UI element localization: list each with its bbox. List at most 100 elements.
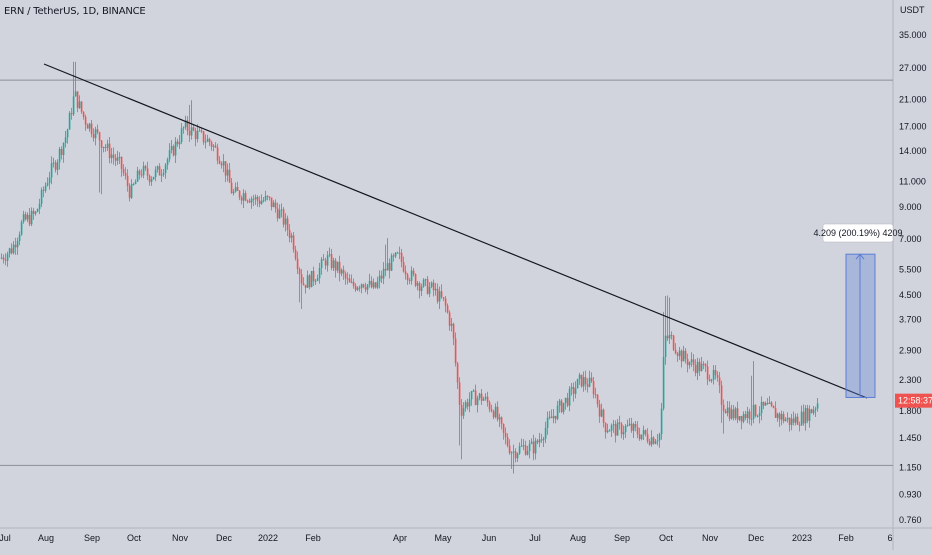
candle-body xyxy=(804,408,807,424)
candle-body xyxy=(234,187,237,192)
candle-body xyxy=(410,270,413,281)
candle-body xyxy=(716,375,719,378)
candle-body xyxy=(776,413,779,418)
candle-body xyxy=(430,282,433,287)
candle-body xyxy=(720,385,723,405)
candle-body xyxy=(392,255,395,257)
candle-body xyxy=(380,275,383,279)
candle-body xyxy=(508,445,511,454)
candle-body xyxy=(684,350,687,360)
candle-body xyxy=(708,379,711,381)
candle-body xyxy=(42,189,45,191)
candle-body xyxy=(762,401,765,406)
candle-body xyxy=(60,148,63,155)
candle-body xyxy=(760,401,763,414)
candle-body xyxy=(330,254,333,268)
candle-body xyxy=(692,359,695,365)
candle-body xyxy=(458,382,461,405)
candle-body xyxy=(748,411,751,419)
candle-body xyxy=(250,198,253,203)
candle-body xyxy=(10,248,13,254)
candle-body xyxy=(500,417,503,424)
candle-body xyxy=(614,424,617,436)
candle-body xyxy=(584,377,587,385)
candle-body xyxy=(426,279,429,294)
candle-body xyxy=(8,248,11,254)
candle-body xyxy=(752,404,755,419)
candle-body xyxy=(686,359,689,366)
candle-body xyxy=(792,418,795,423)
candle-body xyxy=(666,335,669,339)
candle-body xyxy=(394,252,397,257)
candle-body xyxy=(68,113,71,130)
candle-body xyxy=(422,279,425,287)
candle-body xyxy=(650,437,653,445)
candle-body xyxy=(292,235,295,250)
candle-body xyxy=(336,261,339,271)
candle-body xyxy=(96,129,99,133)
candle-body xyxy=(738,416,741,420)
candle-body xyxy=(242,193,245,201)
candle-body xyxy=(86,124,89,129)
candle-body xyxy=(488,402,491,410)
candle-body xyxy=(212,145,215,147)
candle-body xyxy=(698,361,701,372)
candle-body xyxy=(654,441,657,444)
candle-body xyxy=(550,416,553,419)
candle-body xyxy=(544,427,547,439)
candle-body xyxy=(582,377,585,387)
candle-body xyxy=(290,235,293,238)
candle-body xyxy=(130,184,133,198)
candle-body xyxy=(786,417,789,420)
candle-body xyxy=(648,441,651,445)
candle-body xyxy=(194,130,197,140)
candle-body xyxy=(188,130,191,136)
candle-body xyxy=(90,123,93,134)
price-tick-label: 7.000 xyxy=(899,234,922,244)
time-tick-label: Apr xyxy=(393,533,407,543)
candle-body xyxy=(152,176,155,180)
time-tick-label: May xyxy=(434,533,452,543)
candle-body xyxy=(148,175,151,182)
candle-body xyxy=(780,413,783,420)
time-tick-label: Nov xyxy=(702,533,719,543)
candle-body xyxy=(324,260,327,266)
time-tick-label: Feb xyxy=(305,533,321,543)
candle-body xyxy=(492,411,495,418)
candle-body xyxy=(540,439,543,441)
candle-body xyxy=(172,146,175,156)
candle-body xyxy=(516,453,519,459)
candle-body xyxy=(538,439,541,443)
candle-body xyxy=(260,200,263,204)
candle-body xyxy=(656,440,659,442)
price-tick-label: 3.700 xyxy=(899,315,922,325)
candle-body xyxy=(92,133,95,139)
candle-body xyxy=(670,334,673,336)
candle-body xyxy=(398,252,401,254)
candle-body xyxy=(176,141,179,145)
candle-body xyxy=(432,282,435,291)
time-tick-label: Sep xyxy=(614,533,630,543)
candle-body xyxy=(180,128,183,142)
candle-body xyxy=(620,423,623,435)
candle-body xyxy=(22,214,25,222)
candle-body xyxy=(370,280,373,288)
candle-body xyxy=(52,162,55,164)
candle-body xyxy=(558,400,561,406)
candle-body xyxy=(622,431,625,435)
candle-body xyxy=(326,255,329,266)
candle-body xyxy=(360,284,363,288)
price-tick-label: 17.000 xyxy=(899,121,927,131)
price-tick-label: 0.930 xyxy=(899,489,922,499)
candle-body xyxy=(110,154,113,159)
price-tick-label: 0.760 xyxy=(899,515,922,525)
candle-body xyxy=(120,156,123,170)
candle-body xyxy=(112,154,115,158)
candle-body xyxy=(606,430,609,433)
candle-body xyxy=(214,145,217,148)
candle-body xyxy=(676,353,679,356)
candle-body xyxy=(436,288,439,302)
candle-body xyxy=(106,143,109,148)
